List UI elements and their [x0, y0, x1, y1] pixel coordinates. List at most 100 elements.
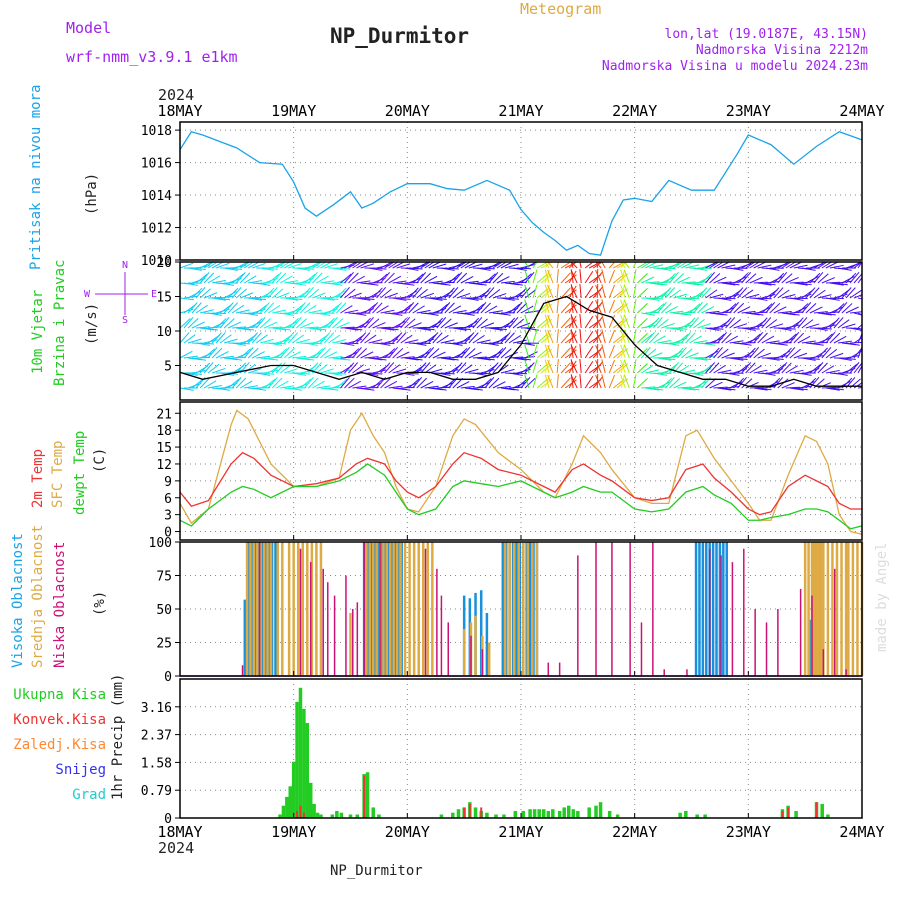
cloud-mid-bar — [252, 542, 256, 676]
wind-barb — [416, 288, 428, 299]
wind-barb — [560, 317, 571, 329]
wind-barb — [292, 295, 307, 299]
wind-barb — [428, 320, 442, 329]
wind-barb — [456, 381, 470, 389]
wind-barb — [247, 332, 258, 344]
wind-barb — [183, 295, 198, 299]
wind-barb — [372, 302, 383, 314]
cloud-mid-bar — [417, 542, 420, 676]
wind-barb — [211, 321, 225, 329]
wind-barb — [773, 376, 784, 389]
cloud-low-bar — [447, 622, 450, 676]
wind-barb — [440, 318, 452, 329]
time-tick-label-bottom: 24MAY — [839, 823, 884, 841]
wind-barb — [460, 312, 475, 316]
wind-barb — [220, 295, 235, 299]
wind-barb — [536, 348, 549, 359]
wind-ytick-label: 15 — [156, 291, 172, 306]
precip-ytick-label: 0.79 — [141, 784, 172, 799]
wind-barb — [203, 348, 215, 359]
wind-barb — [488, 362, 499, 374]
wind-barb — [396, 351, 410, 359]
wind-barb — [244, 385, 259, 389]
wind-barb — [595, 344, 602, 359]
precip-unit: 1hr Precip (mm) — [110, 674, 126, 800]
wind-barb — [809, 306, 823, 314]
wind-barb — [632, 344, 637, 359]
wind-barb — [637, 261, 648, 269]
wind-ylabel-1: 10m Vjetar — [30, 290, 46, 374]
wind-barb — [223, 318, 235, 329]
wind-barb — [248, 297, 263, 301]
wind-barb — [320, 332, 331, 344]
wind-barb — [608, 299, 616, 314]
temp-ytick-label: 0 — [164, 526, 172, 541]
time-tick-label-top: 24MAY — [839, 102, 884, 120]
cloud-low-bar — [708, 548, 711, 676]
wind-barb — [797, 372, 812, 376]
wind-barb — [380, 327, 395, 331]
wind-barb — [468, 351, 482, 359]
wind-barb — [332, 302, 342, 314]
wind-barb — [547, 269, 554, 284]
wind-barb — [564, 304, 577, 314]
wind-barb — [737, 364, 750, 374]
wind-barb — [179, 387, 194, 391]
wind-barb — [547, 329, 554, 344]
wind-barb — [195, 286, 206, 299]
wind-barb — [227, 321, 242, 329]
cloud-mid-bar — [266, 542, 269, 676]
wind-barb — [689, 335, 702, 344]
wind-barb — [356, 261, 368, 269]
wind-barb — [579, 374, 582, 389]
wind-barb — [360, 351, 374, 359]
wind-barb — [400, 303, 412, 314]
wind-barb — [336, 287, 347, 299]
wind-barb — [452, 362, 463, 374]
wind-barb — [388, 364, 401, 374]
wind-barb — [524, 310, 539, 314]
wind-barb — [632, 299, 637, 314]
wind-barb — [296, 267, 311, 271]
wind-barb — [316, 312, 331, 316]
wind-barb — [644, 332, 655, 344]
wind-barb — [203, 272, 215, 284]
wind-barb — [452, 288, 465, 299]
cloud-high-bar — [274, 542, 277, 676]
cloud-mid-bar — [259, 542, 262, 676]
wind-barb — [681, 311, 696, 314]
cloud-high-bar — [243, 599, 247, 676]
cloud-low-bar — [345, 575, 347, 676]
wind-barb — [769, 287, 780, 299]
precip-total-bar — [826, 814, 830, 818]
wind-barb — [504, 317, 516, 329]
wind-barb — [380, 309, 395, 314]
wind-barb — [681, 297, 696, 301]
wind-barb — [556, 269, 559, 284]
cloud-high-bar — [705, 542, 708, 676]
wind-barb — [428, 332, 439, 344]
wind-barb — [472, 282, 487, 286]
wind-barb — [219, 334, 232, 344]
wind-barb — [303, 377, 314, 389]
precip-total-bar — [365, 772, 370, 818]
wind-barb — [244, 326, 259, 329]
temp-sfc-label: SFC Temp — [50, 441, 66, 508]
wind-barb — [208, 296, 223, 299]
wind-barb — [496, 346, 507, 359]
wind-barb — [837, 267, 852, 271]
precip-total-bar — [541, 809, 546, 818]
wind-barb — [709, 327, 724, 330]
wind-barb — [636, 287, 648, 299]
precip-conv-bar — [299, 805, 302, 818]
temp-ytick-label: 12 — [156, 458, 172, 473]
wind-barb — [753, 281, 768, 284]
wind-barb — [793, 352, 808, 359]
wind-barb — [789, 348, 801, 359]
wind-barb — [304, 356, 319, 359]
wind-barb — [420, 272, 431, 284]
wind-barb — [336, 357, 351, 361]
precip-total-bar — [546, 810, 551, 818]
wind-barb — [183, 334, 196, 344]
wind-barb — [841, 303, 853, 314]
